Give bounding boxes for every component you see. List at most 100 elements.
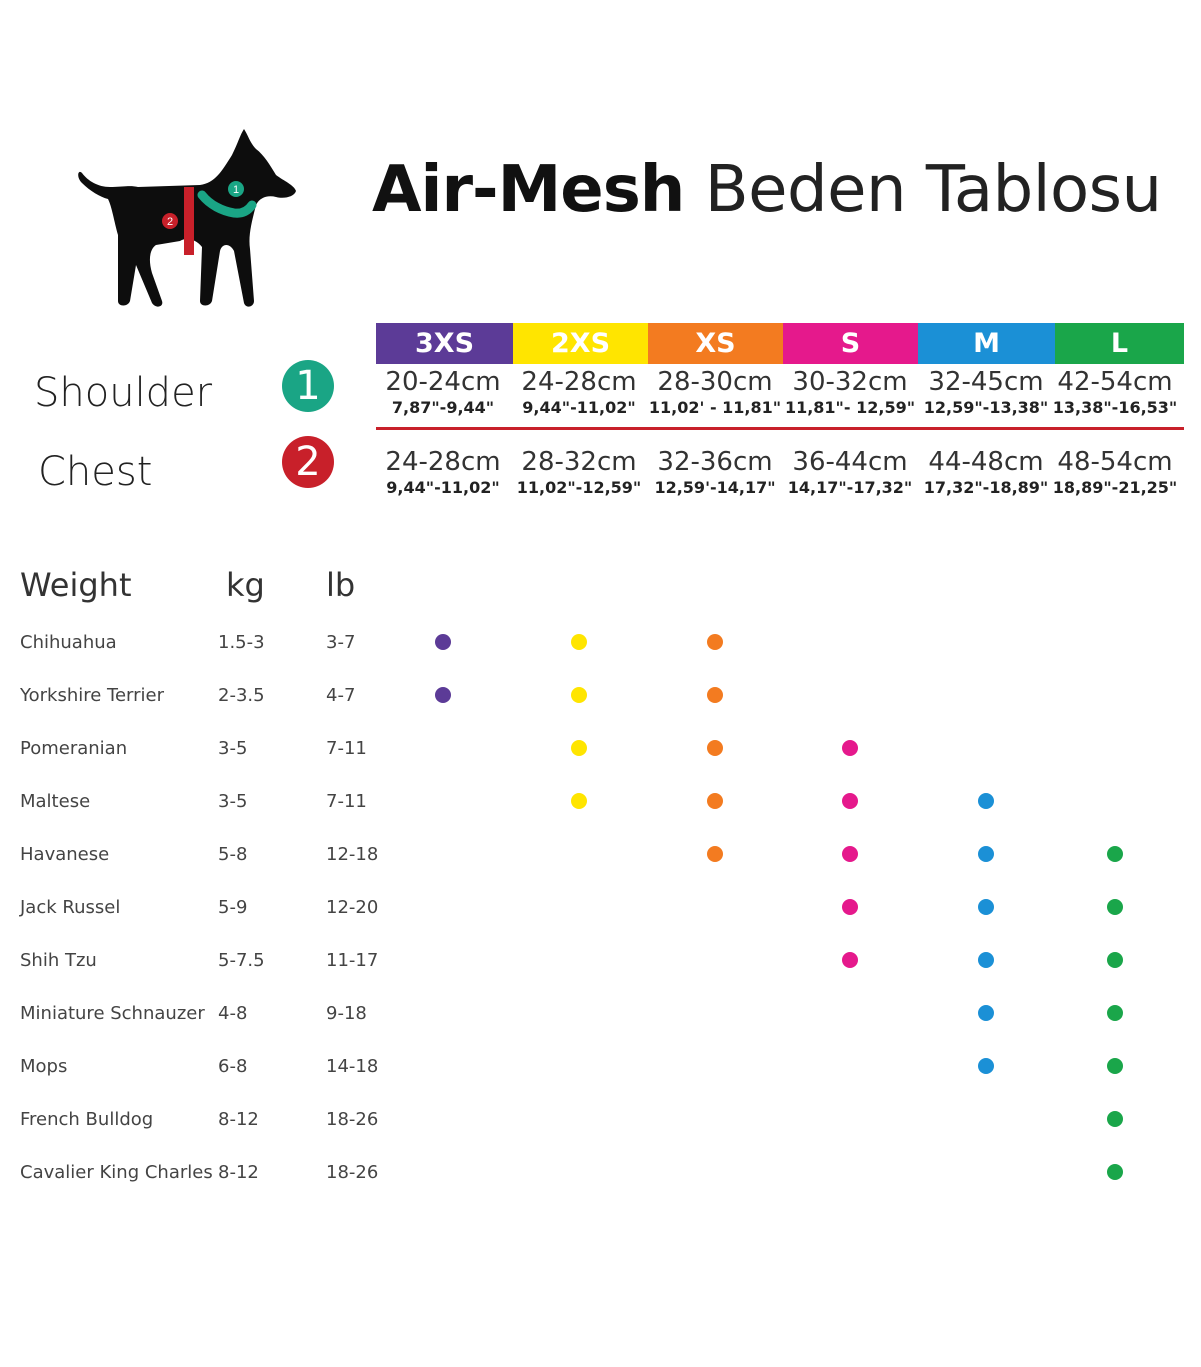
breed-name: Jack Russel	[20, 897, 121, 918]
chest-cm-l: 48-54cm	[1057, 447, 1173, 477]
shoulder-cm-s: 30-32cm	[792, 367, 908, 397]
chest-badge: 2	[282, 436, 334, 488]
breed-name: Shih Tzu	[20, 950, 97, 971]
shoulder-in-m: 12,59"-13,38"	[923, 398, 1049, 417]
chest-in-xs: 12,59'-14,17"	[654, 478, 776, 497]
breed-name: Cavalier King Charles	[20, 1162, 213, 1183]
shoulder-cm-3xs: 20-24cm	[385, 367, 501, 397]
shoulder-in-l: 13,38"-16,53"	[1052, 398, 1178, 417]
fit-dot-l	[1107, 846, 1123, 862]
title-light: Beden Tablosu	[704, 153, 1162, 227]
fit-dot-m	[978, 952, 994, 968]
badge-1-small	[228, 181, 244, 197]
badge-2-small-text: 2	[167, 216, 173, 228]
shoulder-cm-l: 42-54cm	[1057, 367, 1173, 397]
shoulder-badge-number: 1	[295, 363, 321, 409]
breed-kg: 3-5	[218, 738, 248, 759]
chest-cm-m: 44-48cm	[928, 447, 1044, 477]
breed-kg: 2-3.5	[218, 685, 265, 706]
fit-dot-l	[1107, 1005, 1123, 1021]
breed-kg: 8-12	[218, 1109, 259, 1130]
breed-lb: 9-18	[326, 1003, 367, 1024]
fit-dot-xs	[707, 634, 723, 650]
page-title: Air-Mesh Beden Tablosu	[372, 158, 1162, 222]
chest-strap	[184, 187, 194, 255]
fit-dot-s	[842, 899, 858, 915]
chest-cm-2xs: 28-32cm	[521, 447, 637, 477]
chest-in-m: 17,32"-18,89"	[923, 478, 1049, 497]
table-divider	[376, 427, 1184, 430]
breed-lb: 18-26	[326, 1109, 379, 1130]
breed-kg: 8-12	[218, 1162, 259, 1183]
breed-lb: 4-7	[326, 685, 356, 706]
weight-header: Weight	[20, 566, 132, 604]
breed-lb: 7-11	[326, 791, 367, 812]
fit-dot-2xs	[571, 687, 587, 703]
breed-lb: 11-17	[326, 950, 379, 971]
chest-cm-3xs: 24-28cm	[385, 447, 501, 477]
lb-header: lb	[326, 566, 356, 604]
size-header-s: S	[783, 323, 918, 364]
fit-dot-l	[1107, 1111, 1123, 1127]
fit-dot-3xs	[435, 634, 451, 650]
chest-in-3xs: 9,44"-11,02"	[386, 478, 500, 497]
chest-cm-s: 36-44cm	[792, 447, 908, 477]
fit-dot-s	[842, 952, 858, 968]
chest-in-l: 18,89"-21,25"	[1052, 478, 1178, 497]
size-header-3xs: 3XS	[376, 323, 513, 364]
breed-lb: 3-7	[326, 632, 356, 653]
breed-name: Havanese	[20, 844, 110, 865]
chest-label: Chest	[38, 449, 153, 495]
breed-name: Yorkshire Terrier	[20, 685, 164, 706]
size-header-l: L	[1055, 323, 1184, 364]
fit-dot-m	[978, 1005, 994, 1021]
breed-lb: 12-18	[326, 844, 379, 865]
breed-name: French Bulldog	[20, 1109, 154, 1130]
shoulder-badge: 1	[282, 360, 334, 412]
shoulder-strap	[197, 190, 257, 218]
fit-dot-2xs	[571, 634, 587, 650]
size-header-xs: XS	[648, 323, 783, 364]
title-bold: Air-Mesh	[372, 153, 685, 227]
shoulder-cm-2xs: 24-28cm	[521, 367, 637, 397]
fit-dot-m	[978, 899, 994, 915]
breed-kg: 1.5-3	[218, 632, 265, 653]
breed-name: Maltese	[20, 791, 91, 812]
fit-dot-l	[1107, 1058, 1123, 1074]
fit-dot-3xs	[435, 687, 451, 703]
kg-header: kg	[226, 566, 265, 604]
breed-lb: 12-20	[326, 897, 379, 918]
breed-kg: 6-8	[218, 1056, 248, 1077]
fit-dot-s	[842, 740, 858, 756]
shoulder-cm-m: 32-45cm	[928, 367, 1044, 397]
shoulder-in-s: 11,81"- 12,59"	[784, 398, 916, 417]
shoulder-cm-xs: 28-30cm	[657, 367, 773, 397]
fit-dot-l	[1107, 952, 1123, 968]
fit-dot-2xs	[571, 740, 587, 756]
fit-dot-m	[978, 1058, 994, 1074]
breed-kg: 5-8	[218, 844, 248, 865]
breed-lb: 14-18	[326, 1056, 379, 1077]
badge-2-small	[162, 213, 178, 229]
breed-name: Chihuahua	[20, 632, 117, 653]
fit-dot-l	[1107, 899, 1123, 915]
fit-dot-m	[978, 793, 994, 809]
breed-name: Mops	[20, 1056, 68, 1077]
fit-dot-xs	[707, 687, 723, 703]
breed-lb: 7-11	[326, 738, 367, 759]
chest-cm-xs: 32-36cm	[657, 447, 773, 477]
breed-lb: 18-26	[326, 1162, 379, 1183]
shoulder-in-xs: 11,02' - 11,81"	[648, 398, 782, 417]
size-header-m: M	[918, 323, 1055, 364]
fit-dot-s	[842, 793, 858, 809]
fit-dot-2xs	[571, 793, 587, 809]
fit-dot-xs	[707, 740, 723, 756]
shoulder-in-2xs: 9,44"-11,02"	[522, 398, 636, 417]
size-header-2xs: 2XS	[513, 323, 648, 364]
dog-illustration: 1 2	[78, 129, 296, 307]
badge-1-small-text: 1	[233, 184, 239, 196]
chest-in-s: 14,17"-17,32"	[787, 478, 913, 497]
breed-name: Pomeranian	[20, 738, 128, 759]
fit-dot-xs	[707, 846, 723, 862]
fit-dot-xs	[707, 793, 723, 809]
